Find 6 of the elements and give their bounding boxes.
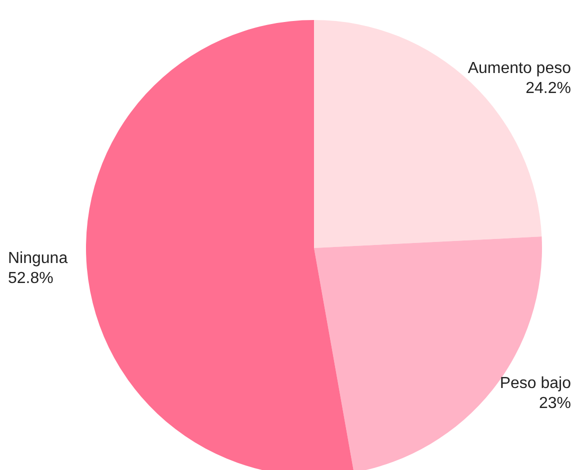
- data-label: 23%: [538, 395, 571, 412]
- data-label: 24.2%: [526, 80, 571, 97]
- slice-label: Ninguna: [8, 250, 68, 268]
- data-label: 52.8%: [8, 270, 54, 288]
- slice-label: Aumento peso: [468, 60, 572, 77]
- slice-label: Peso bajo: [500, 375, 572, 392]
